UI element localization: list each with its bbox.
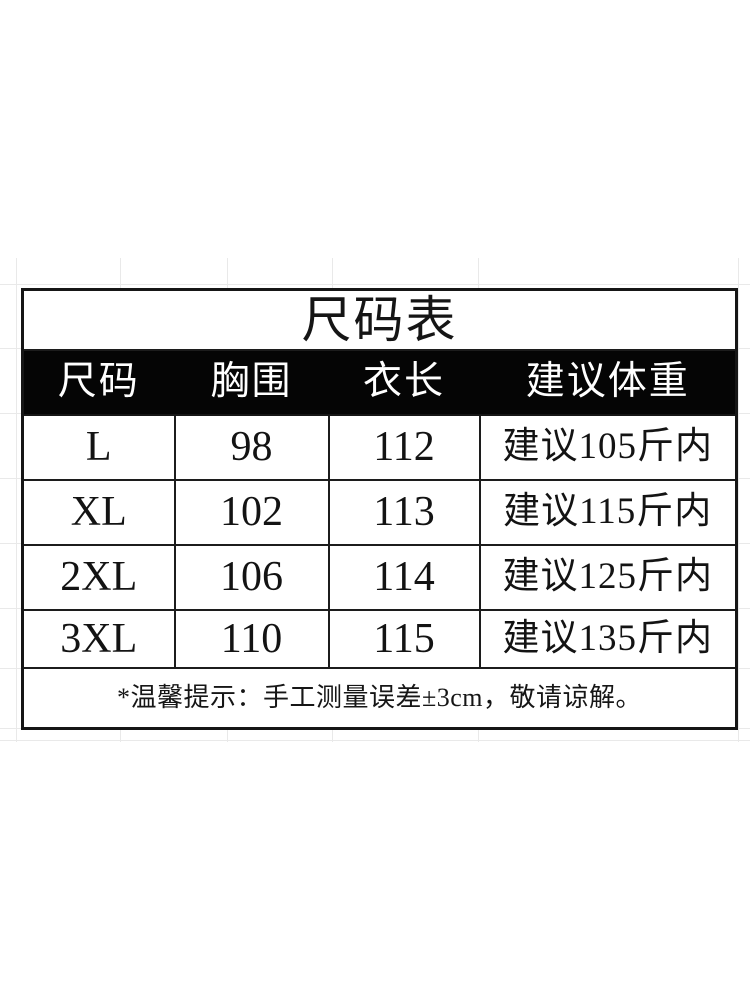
table-row-l: L 98 112 建议105斤内 — [21, 414, 738, 481]
header-cell-bust: 胸围 — [173, 349, 330, 416]
length-value: 113 — [327, 479, 481, 546]
length-value: 112 — [327, 414, 481, 481]
bust-value: 106 — [173, 544, 330, 611]
bust-value: 102 — [173, 479, 330, 546]
weight-value: 建议115斤内 — [478, 479, 738, 546]
table-note: *温馨提示：手工测量误差±3cm，敬请谅解。 — [21, 667, 738, 730]
header-cell-length: 衣长 — [327, 349, 481, 416]
weight-value: 建议135斤内 — [478, 609, 738, 669]
title-row: 尺码表 — [21, 288, 738, 351]
size-value: XL — [21, 479, 176, 546]
size-value: 2XL — [21, 544, 176, 611]
header-cell-size: 尺码 — [21, 349, 176, 416]
table-title: 尺码表 — [21, 288, 738, 351]
size-chart-table: 尺码表 尺码 胸围 衣长 建议体重 L 98 112 建议105斤内 XL 10… — [21, 288, 738, 730]
bust-value: 110 — [173, 609, 330, 669]
gridline-horizontal — [0, 284, 750, 285]
gridline-vertical — [738, 258, 739, 742]
gridline-horizontal — [0, 740, 750, 741]
header-cell-weight: 建议体重 — [478, 349, 738, 416]
weight-value: 建议125斤内 — [478, 544, 738, 611]
length-value: 114 — [327, 544, 481, 611]
length-value: 115 — [327, 609, 481, 669]
note-row: *温馨提示：手工测量误差±3cm，敬请谅解。 — [21, 667, 738, 730]
size-value: 3XL — [21, 609, 176, 669]
bust-value: 98 — [173, 414, 330, 481]
table-row-2xl: 2XL 106 114 建议125斤内 — [21, 544, 738, 611]
size-value: L — [21, 414, 176, 481]
header-row: 尺码 胸围 衣长 建议体重 — [21, 349, 738, 416]
table-row-3xl: 3XL 110 115 建议135斤内 — [21, 609, 738, 669]
weight-value: 建议105斤内 — [478, 414, 738, 481]
table-row-xl: XL 102 113 建议115斤内 — [21, 479, 738, 546]
gridline-vertical — [16, 258, 17, 742]
